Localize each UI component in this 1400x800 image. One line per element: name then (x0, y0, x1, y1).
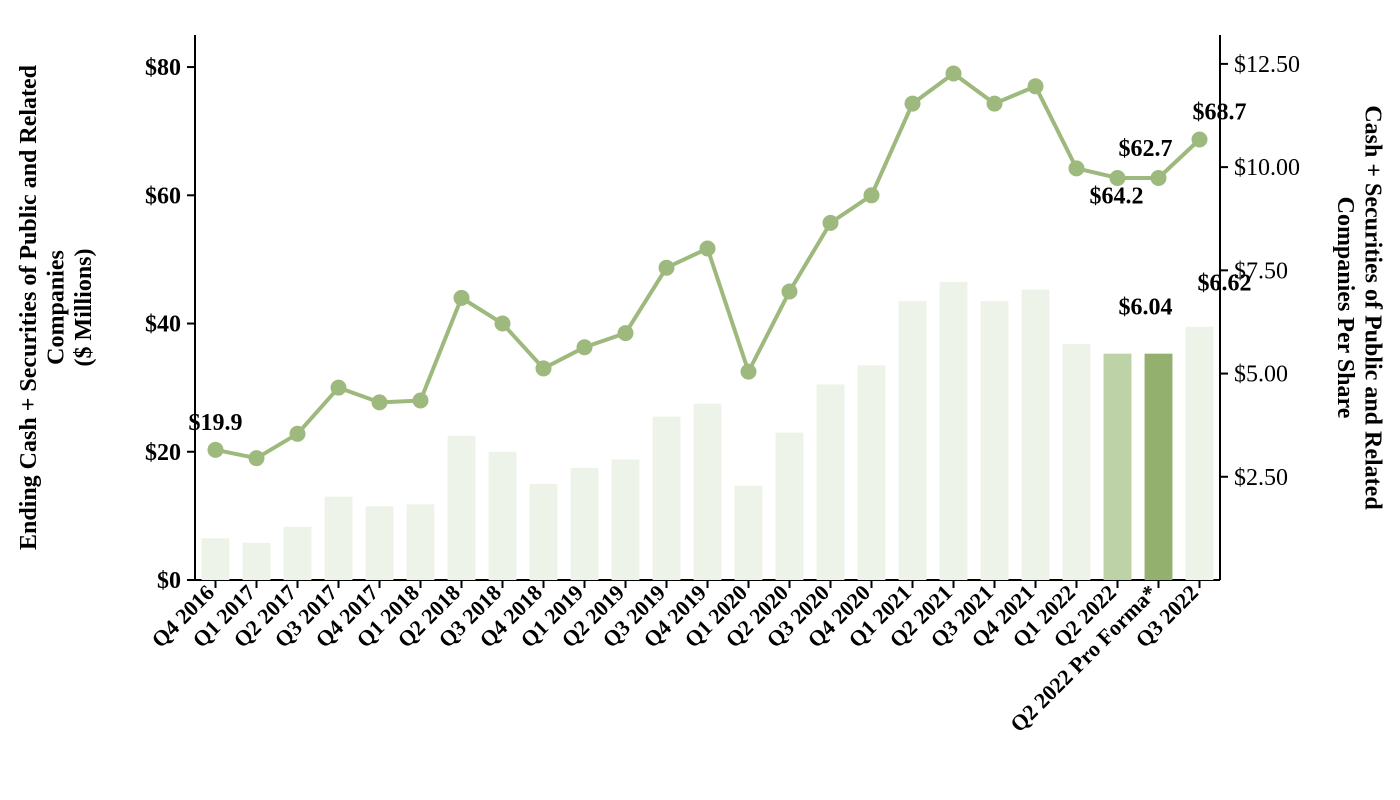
right-axis-tick-label: $10.00 (1234, 155, 1300, 181)
right-axis-title: Companies Per Share (1332, 197, 1358, 419)
left-axis-title: ($ Millions) (71, 249, 97, 367)
bar (489, 452, 517, 580)
line-marker (413, 392, 429, 408)
bar (694, 404, 722, 580)
bar (407, 504, 435, 580)
data-annotation: $68.7 (1193, 100, 1247, 126)
line-marker (454, 290, 470, 306)
data-annotation: $6.62 (1198, 271, 1252, 297)
line-marker (659, 260, 675, 276)
bar (1145, 354, 1173, 580)
line-marker (700, 241, 716, 257)
bar (448, 436, 476, 580)
bar (858, 365, 886, 580)
line-marker (249, 450, 265, 466)
chart-container: $0$20$40$60$80$2.50$5.00$7.50$10.00$12.5… (0, 0, 1400, 800)
data-annotation: $19.9 (189, 410, 243, 436)
bar (899, 301, 927, 580)
bar (202, 538, 230, 580)
bar (1104, 354, 1132, 580)
bar (1186, 327, 1214, 580)
bar (940, 282, 968, 580)
data-annotation: $62.7 (1119, 136, 1173, 162)
bar (817, 384, 845, 580)
line-marker (946, 65, 962, 81)
line-marker (577, 339, 593, 355)
right-axis-title: Cash + Securities of Public and Related (1359, 105, 1385, 510)
line-marker (782, 283, 798, 299)
right-axis-tick-label: $12.50 (1234, 52, 1300, 78)
line-marker (1069, 160, 1085, 176)
bar (530, 484, 558, 580)
line-marker (864, 187, 880, 203)
line-marker (823, 215, 839, 231)
line-marker (372, 394, 388, 410)
left-axis-title: Ending Cash + Securities of Public and R… (16, 64, 42, 550)
bar (653, 417, 681, 581)
left-axis-tick-label: $80 (145, 55, 181, 81)
left-axis-title: Companies (43, 250, 69, 365)
line-marker (208, 442, 224, 458)
left-axis-tick-label: $0 (157, 568, 181, 594)
bar (571, 468, 599, 580)
line-marker (536, 360, 552, 376)
line-marker (1028, 78, 1044, 94)
bar (284, 527, 312, 580)
bar (243, 543, 271, 580)
line-marker (1192, 132, 1208, 148)
right-axis-tick-label: $2.50 (1234, 465, 1288, 491)
line-marker (905, 96, 921, 112)
combo-chart: $0$20$40$60$80$2.50$5.00$7.50$10.00$12.5… (0, 0, 1400, 800)
left-axis-tick-label: $60 (145, 183, 181, 209)
right-axis-tick-label: $5.00 (1234, 362, 1288, 388)
line-marker (618, 325, 634, 341)
bar (981, 301, 1009, 580)
bar (366, 506, 394, 580)
bar (1063, 344, 1091, 580)
left-axis-tick-label: $20 (145, 440, 181, 466)
data-annotation: $6.04 (1119, 295, 1173, 321)
line-marker (331, 380, 347, 396)
line-marker (495, 316, 511, 332)
left-axis-tick-label: $40 (145, 312, 181, 338)
data-annotation: $64.2 (1090, 183, 1144, 209)
line-marker (741, 364, 757, 380)
bar (325, 497, 353, 580)
bar (1022, 290, 1050, 580)
line-marker (987, 96, 1003, 112)
line-marker (290, 426, 306, 442)
line-marker (1151, 170, 1167, 186)
bar (776, 433, 804, 580)
bar (735, 486, 763, 580)
bar (612, 459, 640, 580)
